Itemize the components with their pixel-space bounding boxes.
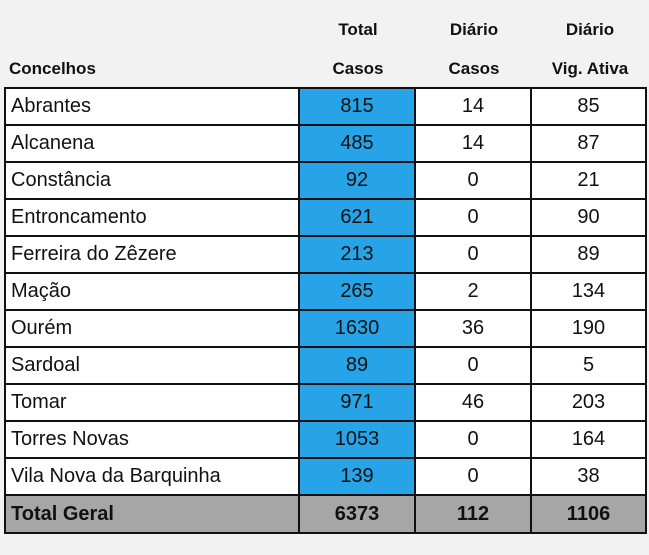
table-row: Alcanena 485 14 87 (4, 124, 647, 163)
concelho-name: Ferreira do Zêzere (4, 235, 300, 274)
daily-cases: 0 (414, 457, 532, 496)
table-row: Tomar 971 46 203 (4, 383, 647, 422)
total-cases: 1630 (298, 309, 416, 348)
total-cases: 92 (298, 161, 416, 200)
table-row: Mação 265 2 134 (4, 272, 647, 311)
daily-cases: 14 (414, 124, 532, 163)
daily-vig: 134 (530, 272, 647, 311)
concelho-name: Alcanena (4, 124, 300, 163)
total-cases: 815 (298, 87, 416, 126)
table-row: Vila Nova da Barquinha 139 0 38 (4, 457, 647, 496)
concelho-name: Sardoal (4, 346, 300, 385)
total-cases: 1053 (298, 420, 416, 459)
total-cases: 265 (298, 272, 416, 311)
concelho-name: Tomar (4, 383, 300, 422)
table-row: Ourém 1630 36 190 (4, 309, 647, 348)
concelho-name: Ourém (4, 309, 300, 348)
concelho-name: Abrantes (4, 87, 300, 126)
totals-label: Total Geral (4, 494, 300, 534)
totals-daily-vig: 1106 (530, 494, 647, 534)
daily-vig: 164 (530, 420, 647, 459)
total-cases: 139 (298, 457, 416, 496)
cases-table: Abrantes 815 14 85 Alcanena 485 14 87 Co… (4, 87, 647, 534)
daily-vig: 89 (530, 235, 647, 274)
table-row: Constância 92 0 21 (4, 161, 647, 200)
daily-cases: 0 (414, 420, 532, 459)
totals-daily-cases: 112 (414, 494, 532, 534)
totals-total-cases: 6373 (298, 494, 416, 534)
table-row: Abrantes 815 14 85 (4, 87, 647, 126)
daily-vig: 5 (530, 346, 647, 385)
daily-vig: 85 (530, 87, 647, 126)
concelho-name: Mação (4, 272, 300, 311)
header-vig-line1: Diário (565, 20, 615, 39)
concelho-name: Entroncamento (4, 198, 300, 237)
table-row: Sardoal 89 0 5 (4, 346, 647, 385)
total-cases: 485 (298, 124, 416, 163)
table-row: Torres Novas 1053 0 164 (4, 420, 647, 459)
total-cases: 621 (298, 198, 416, 237)
daily-vig: 190 (530, 309, 647, 348)
table-row: Ferreira do Zêzere 213 0 89 (4, 235, 647, 274)
table-row: Entroncamento 621 0 90 (4, 198, 647, 237)
daily-cases: 0 (414, 235, 532, 274)
daily-vig: 203 (530, 383, 647, 422)
header-total-line1: Total (338, 20, 378, 39)
concelho-name: Vila Nova da Barquinha (4, 457, 300, 496)
total-cases: 89 (298, 346, 416, 385)
total-cases: 213 (298, 235, 416, 274)
daily-cases: 2 (414, 272, 532, 311)
daily-cases: 0 (414, 346, 532, 385)
header-vig-line2: Vig. Ativa (551, 59, 629, 78)
header-daily-line1: Diário (449, 20, 499, 39)
daily-vig: 90 (530, 198, 647, 237)
header-total-line2: Casos (332, 59, 384, 78)
daily-cases: 0 (414, 161, 532, 200)
daily-cases: 14 (414, 87, 532, 126)
table-header: Concelhos Total Casos Diário Casos Diári… (0, 0, 649, 88)
header-concelhos: Concelhos (9, 59, 96, 78)
daily-vig: 38 (530, 457, 647, 496)
daily-cases: 46 (414, 383, 532, 422)
daily-cases: 36 (414, 309, 532, 348)
total-cases: 971 (298, 383, 416, 422)
concelho-name: Constância (4, 161, 300, 200)
totals-row: Total Geral 6373 112 1106 (4, 494, 647, 534)
concelho-name: Torres Novas (4, 420, 300, 459)
header-daily-line2: Casos (448, 59, 500, 78)
daily-vig: 21 (530, 161, 647, 200)
daily-vig: 87 (530, 124, 647, 163)
daily-cases: 0 (414, 198, 532, 237)
